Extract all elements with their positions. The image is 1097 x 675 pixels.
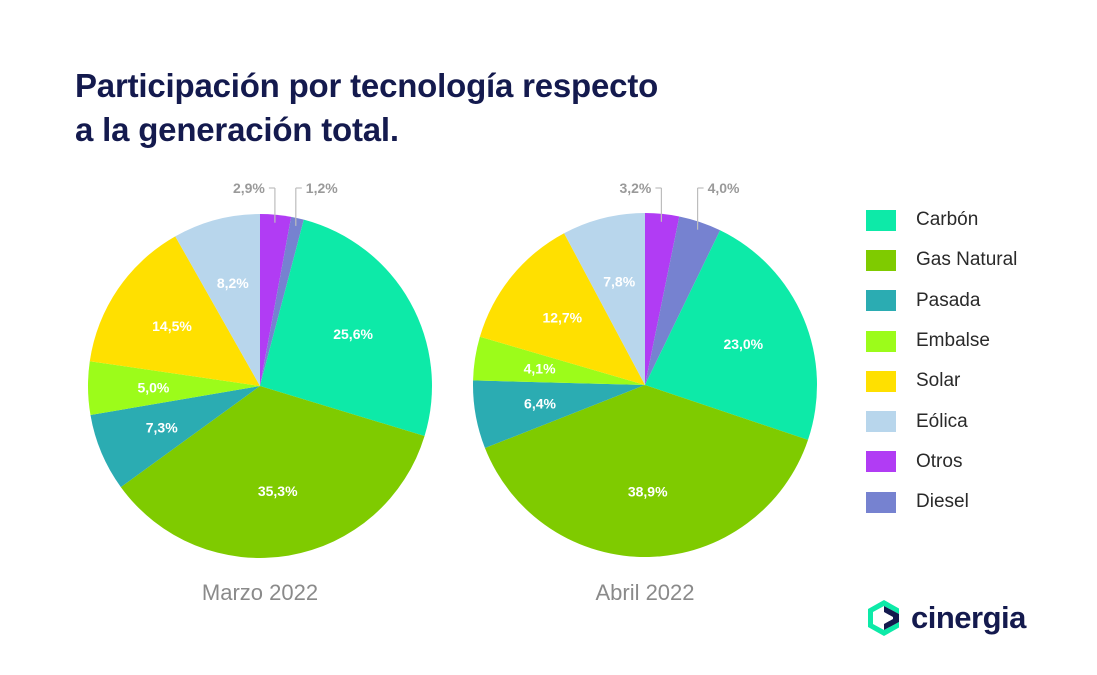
legend-swatch-eolica <box>866 411 896 433</box>
pie-1-slice-eolica <box>175 214 260 386</box>
pie-1-slice-diesel <box>260 216 304 386</box>
pie-2-label-otros: 3,2% <box>619 180 651 196</box>
pie-2-slice-eolica <box>564 213 645 385</box>
pie-2-caption: Abril 2022 <box>595 580 694 605</box>
legend-label-solar: Solar <box>916 370 961 392</box>
pie-chart-1: 25,6% 35,3% 7,3% 5,0% 14,5% 8,2% 2,9% 1,2% Marzo… <box>87 180 432 605</box>
legend-label-eolica: Eólica <box>916 410 968 432</box>
legend-item-carbon: Carbón <box>866 200 1017 240</box>
legend-item-pasada: Pasada <box>866 281 1017 321</box>
pie-1-slice-solar <box>89 236 260 386</box>
legend-item-solar: Solar <box>866 361 1017 401</box>
legend-label-gas-natural: Gas Natural <box>916 249 1018 271</box>
legend: Carbón Gas Natural Pasada Embalse Solar … <box>866 200 1017 522</box>
chart-title-line-1: Participación por tecnología respecto <box>75 67 659 104</box>
legend-swatch-carbon <box>866 209 896 231</box>
pie-2-label-eolica: 7,8% <box>603 274 635 290</box>
pie-chart-2: 23,0% 38,9% 6,4% 4,1% 12,7% 7,8% 3,2% 4,0% Abril… <box>472 180 818 605</box>
pie-1-label-solar: 14,5% <box>152 318 192 334</box>
legend-label-otros: Otros <box>916 450 963 472</box>
pie-2-label-diesel: 4,0% <box>708 180 740 196</box>
chart-title-line-2: a la generación total. <box>75 111 399 148</box>
pie-1-slice-carbon <box>260 219 432 437</box>
pie-1-label-gas-natural: 35,3% <box>258 483 298 499</box>
legend-item-otros: Otros <box>866 442 1017 482</box>
pie-1-slice-embalse <box>87 361 260 416</box>
legend-item-diesel: Diesel <box>866 482 1017 522</box>
legend-swatch-gas-natural <box>866 249 896 271</box>
pie-2-slice-carbon <box>645 230 818 440</box>
pie-1-label-embalse: 5,0% <box>137 379 169 395</box>
pie-1-label-eolica: 8,2% <box>217 275 249 291</box>
legend-item-gas-natural: Gas Natural <box>866 240 1017 280</box>
cinergia-logo-icon <box>868 600 899 636</box>
legend-label-carbon: Carbón <box>916 209 979 231</box>
legend-label-pasada: Pasada <box>916 289 981 311</box>
legend-label-embalse: Embalse <box>916 330 990 352</box>
legend-label-diesel: Diesel <box>916 491 969 513</box>
legend-swatch-solar <box>866 370 896 392</box>
legend-swatch-diesel <box>866 491 896 513</box>
pie-2-slice-pasada <box>472 380 645 449</box>
legend-item-eolica: Eólica <box>866 401 1017 441</box>
pie-1-slice-otros <box>260 214 292 386</box>
brand-name: cinergia <box>911 600 1026 635</box>
pie-1-slice-gas-natural <box>120 386 425 558</box>
pie-2-label-gas-natural: 38,9% <box>628 484 668 500</box>
legend-swatch-embalse <box>866 330 896 352</box>
pie-1-label-diesel: 1,2% <box>306 180 338 196</box>
pie-2-slice-gas-natural <box>484 385 809 558</box>
pie-1-label-otros: 2,9% <box>233 180 265 196</box>
pie-1-label-pasada: 7,3% <box>146 419 178 435</box>
pie-1-slice-pasada <box>90 386 260 488</box>
brand-logo: cinergia <box>866 598 1026 638</box>
pie-2-label-pasada: 6,4% <box>524 396 556 412</box>
pie-2-label-solar: 12,7% <box>542 310 582 326</box>
legend-item-embalse: Embalse <box>866 321 1017 361</box>
pie-2-label-carbon: 23,0% <box>723 336 763 352</box>
pie-2-slice-embalse <box>473 336 645 385</box>
chart-title: Participación por tecnología respecto a … <box>75 64 658 152</box>
pie-2-slice-solar <box>479 233 645 385</box>
legend-swatch-otros <box>866 451 896 473</box>
legend-swatch-pasada <box>866 290 896 312</box>
pie-2-slice-otros <box>645 213 680 385</box>
pie-1-label-carbon: 25,6% <box>333 326 373 342</box>
pie-2-label-embalse: 4,1% <box>524 361 556 377</box>
pie-1-caption: Marzo 2022 <box>202 580 318 605</box>
pie-2-slice-diesel <box>645 216 721 385</box>
